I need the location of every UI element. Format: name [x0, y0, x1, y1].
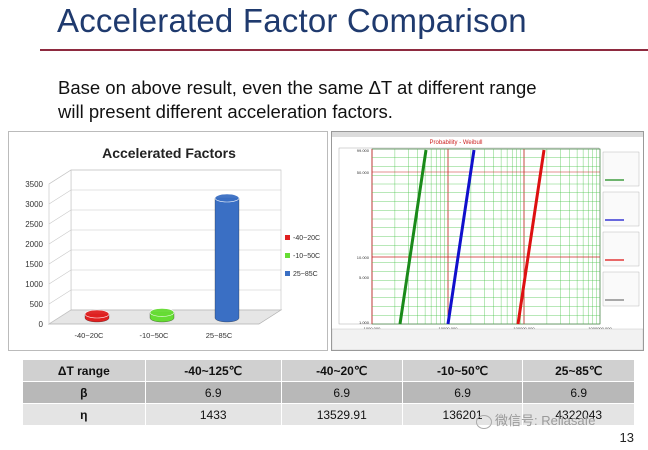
y-tick-label: 3500 — [25, 180, 43, 189]
watermark-text: 微信号: Reliasafe — [495, 413, 596, 428]
y-tick-label: 5.000 — [359, 275, 370, 280]
chart-side-wall — [48, 169, 72, 325]
x-tick-label: 25~85C — [206, 331, 233, 340]
watermark: 微信号: Reliasafe — [476, 410, 595, 429]
y-tick-label: 1500 — [25, 260, 43, 269]
y-tick-label: 99.000 — [357, 148, 370, 153]
y-tick-label: 1.000 — [359, 320, 370, 325]
y-tick-label: 1000 — [25, 280, 43, 289]
info-box — [602, 231, 640, 267]
bar-top — [149, 308, 175, 317]
row-label: η — [22, 403, 146, 426]
table-cell: 6.9 — [401, 381, 524, 404]
table-cell: 6.9 — [144, 381, 282, 404]
subtitle-line-1: Base on above result, even the same ΔT a… — [58, 77, 537, 98]
y-tick-label: 500 — [30, 300, 44, 309]
y-tick-label: 10.000 — [357, 255, 370, 260]
weibull-line — [446, 149, 476, 325]
header-cell: -40~20℃ — [280, 359, 403, 382]
bar-top — [84, 309, 110, 319]
slide-subtitle: Base on above result, even the same ΔT a… — [58, 76, 537, 124]
gridline — [48, 169, 281, 185]
gridline — [48, 209, 281, 225]
y-tick-label: 0 — [39, 320, 44, 329]
gridline — [48, 309, 281, 325]
legend-swatch — [285, 253, 290, 258]
title-divider — [40, 49, 648, 51]
grid — [371, 148, 601, 325]
bar — [214, 193, 240, 323]
bar-top — [214, 193, 240, 203]
table-row-beta: β 6.9 6.9 6.9 6.9 — [22, 381, 635, 404]
menu-strip — [332, 132, 643, 137]
bar-chart-svg: Accelerated Factors 0 500 1000 1500 2000 2500… — [25, 145, 320, 340]
table-cell: 1433 — [144, 403, 282, 426]
table-cell: 4322043 — [522, 403, 635, 426]
x-tick-label: 10000.000 — [439, 326, 459, 331]
header-cell: -10~50℃ — [401, 359, 524, 382]
page-number: 13 — [619, 430, 634, 445]
weibull-title: Probability - Weibull — [430, 140, 483, 146]
row-label: β — [22, 381, 146, 404]
table-cell: 13529.91 — [280, 403, 403, 426]
gridline — [48, 189, 281, 205]
legend-swatch — [285, 271, 290, 276]
header-cell: 25~85℃ — [522, 359, 635, 382]
header-cell: -40~125℃ — [144, 359, 282, 382]
bar-body — [214, 197, 240, 323]
x-tick-label: 100000.000 — [513, 326, 535, 331]
weibull-line — [516, 149, 546, 325]
info-box — [602, 271, 640, 307]
table-cell: 6.9 — [522, 381, 635, 404]
subtitle-line-2: will present different acceleration fact… — [58, 101, 393, 122]
accelerated-factors-chart: Accelerated Factors 0 500 1000 1500 2000 2500… — [8, 131, 328, 351]
gridline — [48, 289, 281, 305]
bar — [149, 308, 175, 323]
status-panel — [331, 328, 644, 351]
legend-label: 25~85C — [293, 271, 318, 278]
y-tick-label: 3000 — [25, 200, 43, 209]
chart-title: Accelerated Factors — [102, 145, 236, 161]
x-tick-label: 1000.000 — [364, 326, 381, 331]
bar — [84, 309, 110, 323]
acceleration-table: ΔT range -40~125℃ -40~20℃ -10~50℃ 25~85℃… — [22, 359, 635, 426]
legend-swatch — [285, 235, 290, 240]
weibull-probability-plot: Probability - Weibull 99.000 50.000 10.000… — [331, 131, 644, 351]
table-row-eta: η 1433 13529.91 136201 4322043 — [22, 403, 635, 426]
legend-label: -10~50C — [293, 253, 320, 260]
info-box — [602, 151, 640, 187]
info-box — [602, 191, 640, 227]
y-tick-label: 2500 — [25, 220, 43, 229]
chart-plot-area: 0 500 1000 1500 2000 2500 3000 3500 -40~20C -10~5… — [25, 169, 320, 340]
legend-label: -40~20C — [293, 235, 320, 242]
x-tick-label: -10~50C — [140, 331, 170, 340]
table-header-row: ΔT range -40~125℃ -40~20℃ -10~50℃ 25~85℃ — [22, 359, 635, 382]
x-tick-label: 1000000.000 — [588, 326, 612, 331]
table-cell: 6.9 — [280, 381, 403, 404]
gridline — [48, 269, 281, 285]
chart-back-wall — [70, 169, 282, 311]
table-cell: 136201 — [401, 403, 524, 426]
slide-title: Accelerated Factor Comparison — [57, 2, 527, 39]
weibull-plot-svg: Probability - Weibull 99.000 50.000 10.000… — [331, 132, 644, 351]
x-tick-label: -40~20C — [75, 331, 105, 340]
gridline — [48, 249, 281, 265]
y-tick-label: 2000 — [25, 240, 43, 249]
wechat-icon — [476, 414, 492, 429]
header-cell: ΔT range — [22, 359, 146, 382]
weibull-line — [398, 149, 428, 325]
y-tick-label: 50.000 — [357, 170, 370, 175]
info-panel — [602, 151, 640, 307]
gridline — [48, 229, 281, 245]
